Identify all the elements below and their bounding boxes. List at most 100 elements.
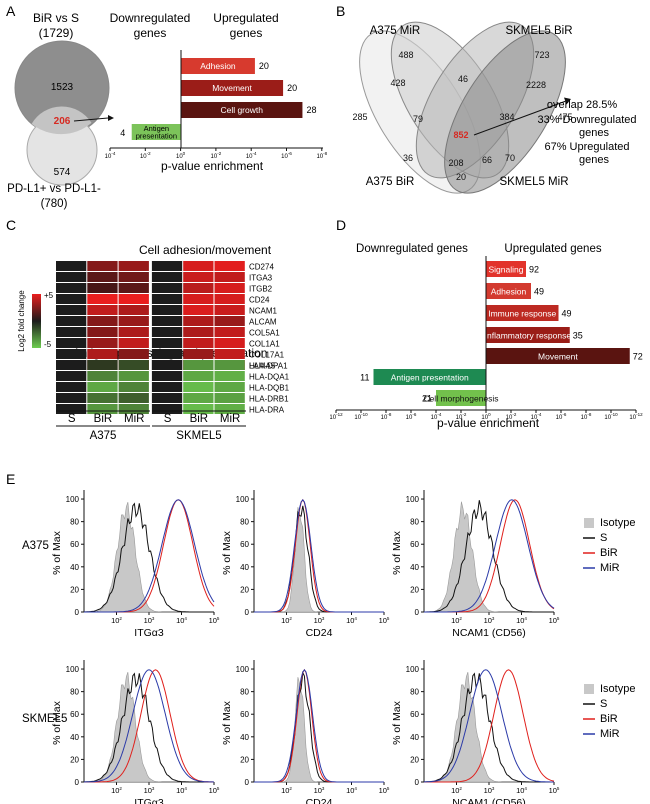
heat-cell [118,349,149,359]
overlap-text-4: 67% Upregulated [544,141,629,153]
set-label-skmel5-bir: SKMEL5 BiR [505,25,572,37]
heat-cell [87,371,118,381]
column-label: MiR [220,413,240,425]
y-tick-label: 0 [75,778,80,787]
x-tick-label: 10-8 [581,412,592,421]
y-tick-label: 80 [240,518,249,527]
bar-movement [486,348,630,364]
heat-cell [214,272,245,282]
y-tick-label: 40 [410,563,419,572]
x-tick-label: 102 [111,616,122,625]
panel-d: D Downregulated genes Upregulated genes … [330,217,643,430]
heat-cell [56,338,87,348]
overlap-arrow [473,100,567,136]
heat-cell [118,305,149,315]
bar-count: 92 [529,265,539,275]
bar-label: Antigen presentation [391,373,469,383]
x-tick-label: 10-4 [531,412,542,421]
histogram-plot: 0 20 40 60 80 100 % of Max 102 103 104 105 CD24 [221,660,390,804]
y-tick-label: 60 [410,710,419,719]
y-tick-label: 80 [240,688,249,697]
histogram-bir [424,499,555,613]
heat-cell [183,360,214,370]
heat-cell [151,305,183,315]
bar-count: 28 [306,105,316,115]
gene-label: ITGB2 [249,285,273,294]
heat-cell [151,283,183,293]
y-axis-label: % of Max [221,530,233,575]
bar-label: presentation [136,132,177,141]
bar-adhesion [181,58,255,74]
x-tick-label: 103 [144,616,155,625]
histogram-bir [84,499,215,613]
histogram-s [84,502,214,613]
y-tick-label: 100 [66,665,80,674]
gene-label: COL1A1 [249,340,280,349]
histogram-isotype [424,672,554,783]
x-tick-label: 103 [484,786,495,795]
heat-cell [183,338,214,348]
histogram-plot: 0 20 40 60 80 100 % of Max 102 103 104 105 NCAM1 (C… [391,660,560,804]
legend-label-s: S [600,532,607,544]
bar-cell-morphogenesis [436,390,486,406]
bar-label: Adhesion [491,287,527,297]
bar-label: Cell morphogenesis [423,394,498,404]
y-tick-label: 20 [70,755,79,764]
x-axis-label: NCAM1 (CD56) [452,797,526,804]
heat-cell [214,382,245,392]
heat-cell [56,360,87,370]
scale-label: Log2 fold change [17,290,26,352]
heat-cell [87,360,118,370]
y-tick-label: 60 [410,540,419,549]
heat-cell [151,327,183,337]
heat-cell [183,272,214,282]
bar-label: Movement [212,83,252,93]
bar-count: 49 [562,309,572,319]
heat-cell [87,316,118,326]
x-tick-label: 10-8 [381,412,392,421]
heat-cell [214,316,245,326]
y-tick-label: 20 [410,585,419,594]
x-tick-label: 104 [176,616,187,625]
column-label: BiR [94,413,113,425]
heat-cell [87,349,118,359]
heat-cell [151,338,183,348]
bar-count: 35 [573,331,583,341]
x-tick-label: 105 [549,786,560,795]
x-tick-label: 10-4 [105,151,116,160]
x-tick-label: 104 [176,786,187,795]
heading-up-1: Upregulated [213,11,278,25]
panel-d-xlabel: p-value enrichment [437,416,540,430]
y-axis-label: % of Max [221,700,233,745]
panel-b-label: B [336,3,345,19]
x-tick-label: 104 [516,616,527,625]
y-tick-label: 20 [240,585,249,594]
heat-cell [214,327,245,337]
bar-inflammatory-response [486,327,570,343]
venn-title-1: BiR vs S [33,11,79,25]
gene-label: LAMA5 [249,362,276,371]
heat-cell [56,261,87,271]
panel-a: A BiR vs S (1729) 1523 206 574 PD-L1+ vs… [6,3,328,210]
x-axis-label: CD24 [306,627,333,639]
heat-cell [118,261,149,271]
panel-b: B A375 MiR SKMEL5 BiR A375 BiR SKMEL5 MiR 48… [336,3,637,194]
y-tick-label: 40 [240,563,249,572]
x-tick-label: 10-2 [506,412,517,421]
x-tick-label: 103 [314,786,325,795]
heading-down-2: genes [134,26,167,40]
gene-label: ALCAM [249,318,277,327]
x-tick-label: 10-10 [354,412,368,421]
panel-a-label: A [6,3,16,19]
bar-antigen-presentation [373,369,486,385]
venn-count: 475 [557,112,572,122]
y-tick-label: 100 [406,665,420,674]
legend-label-mir: MiR [600,562,620,574]
legend-label-bir: BiR [600,547,618,559]
x-tick-label: 104 [346,786,357,795]
venn-count: 852 [453,130,468,140]
histogram-mir [254,498,384,613]
column-label: S [68,413,76,425]
bar-label: Antigen [144,124,169,133]
y-tick-label: 20 [410,755,419,764]
